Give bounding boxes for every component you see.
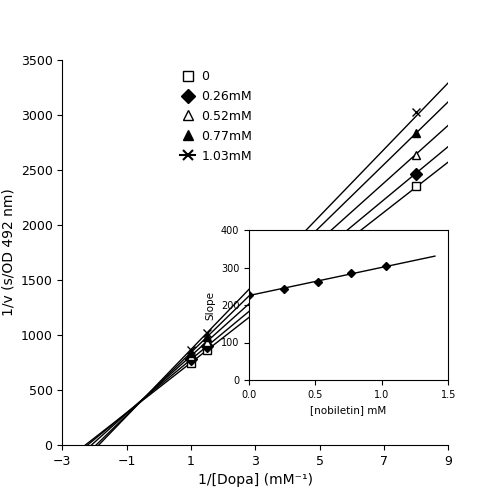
Y-axis label: 1/v (s/OD 492 nm): 1/v (s/OD 492 nm)	[1, 188, 15, 316]
X-axis label: 1/[Dopa] (mM⁻¹): 1/[Dopa] (mM⁻¹)	[198, 474, 313, 488]
Y-axis label: Slope: Slope	[205, 290, 215, 320]
X-axis label: [nobiletin] mM: [nobiletin] mM	[310, 406, 387, 415]
Legend: 0, 0.26mM, 0.52mM, 0.77mM, 1.03mM: 0, 0.26mM, 0.52mM, 0.77mM, 1.03mM	[177, 66, 256, 166]
